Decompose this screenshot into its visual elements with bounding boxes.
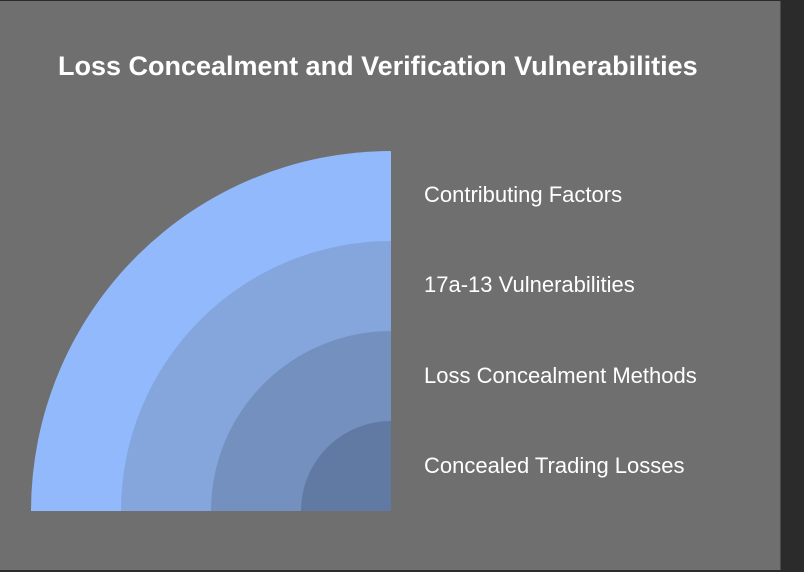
layer-arc-3 bbox=[301, 421, 391, 511]
layer-label-loss-concealment-methods: Loss Concealment Methods bbox=[424, 363, 697, 388]
layer-label-contributing-factors: Contributing Factors bbox=[424, 182, 623, 207]
layer-label-concealed-trading-losses: Concealed Trading Losses bbox=[424, 453, 685, 478]
diagram-title: Loss Concealment and Verification Vulner… bbox=[58, 51, 698, 81]
layer-label-17a-13-vulnerabilities: 17a-13 Vulnerabilities bbox=[424, 272, 635, 297]
